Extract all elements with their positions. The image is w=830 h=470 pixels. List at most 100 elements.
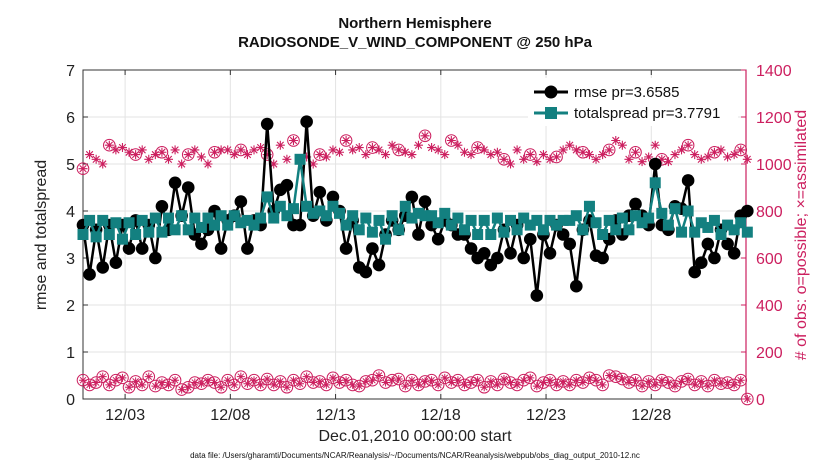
rmse-point — [234, 195, 248, 208]
rmse-point — [648, 157, 662, 171]
obs-possible-star — [118, 373, 127, 382]
obs-possible-ring — [721, 376, 734, 389]
x-tick-label: 12/18 — [421, 407, 461, 424]
obs-possible-star — [486, 377, 495, 386]
obs-possible-ring — [372, 369, 386, 382]
obs-possible-point — [149, 379, 162, 393]
obs-possible-point — [320, 378, 333, 392]
obs-possible-point — [195, 377, 208, 391]
obs-possible-ring — [451, 373, 465, 387]
obs-possible-star — [243, 379, 252, 388]
obs-assimilated-point — [690, 150, 700, 160]
spread-point — [169, 224, 181, 236]
data-file-footer: data file: /Users/gharamti/Documents/NCA… — [190, 451, 640, 460]
obs-possible-point — [142, 370, 156, 383]
obs-assimilated-point — [144, 154, 154, 164]
obs-possible-star — [743, 395, 752, 403]
y-tick-label: 1 — [66, 345, 75, 362]
obs-possible-ring — [412, 378, 425, 392]
spread-point — [695, 217, 707, 229]
obs-possible-ring — [688, 378, 701, 392]
obs-possible-point — [556, 375, 570, 388]
obs-possible-point — [517, 373, 530, 387]
obs-assimilated-point — [256, 143, 266, 153]
obs-possible-point — [635, 379, 649, 393]
obs-assimilated-point — [124, 147, 134, 157]
rmse-point — [596, 251, 609, 265]
spread-point — [353, 224, 365, 236]
obs-possible-point — [688, 378, 701, 392]
obs-possible-ring-upper — [681, 138, 695, 152]
obs-possible-star — [328, 373, 337, 382]
obs-possible-star — [559, 377, 568, 386]
rmse-point — [708, 251, 721, 265]
obs-assimilated-point — [644, 152, 654, 162]
obs-assimilated-point — [433, 145, 443, 155]
y-tick-label: 6 — [66, 110, 75, 127]
obs-assimilated-point — [249, 145, 259, 155]
obs-assimilated-point — [506, 159, 516, 169]
obs-possible-star — [342, 376, 351, 385]
obs-possible-star — [473, 376, 482, 385]
obs-possible-ring — [116, 371, 129, 385]
obs-assimilated-point — [341, 136, 351, 145]
spread-point — [616, 212, 628, 224]
obs-possible-star — [703, 382, 712, 391]
x-axis-label: Dec.01,2010 00:00:00 start — [318, 428, 512, 445]
obs-possible-ring — [530, 379, 544, 393]
spread-point — [458, 224, 470, 236]
spread-point — [399, 200, 411, 212]
obs-possible-star — [631, 376, 640, 385]
obs-possible-star — [447, 378, 456, 387]
spread-point — [189, 212, 201, 224]
obs-possible-star — [664, 378, 673, 387]
spread-point — [643, 212, 655, 224]
obs-possible-point — [583, 371, 596, 385]
y2-tick-label: 1400 — [756, 63, 792, 80]
obs-possible-ring-upper — [629, 145, 642, 159]
obs-assimilated-point — [716, 145, 726, 155]
spread-point — [708, 214, 720, 226]
obs-possible-ring — [497, 372, 511, 386]
spread-point — [518, 212, 530, 224]
obs-possible-ring — [655, 373, 669, 387]
rmse-point — [543, 247, 557, 260]
obs-assimilated-point — [709, 147, 719, 157]
obs-possible-point — [181, 380, 195, 394]
obs-possible-ring — [708, 373, 721, 387]
rmse-point — [260, 117, 274, 131]
obs-possible-point — [241, 377, 254, 391]
obs-possible-star — [651, 380, 660, 389]
obs-possible-star — [710, 376, 719, 385]
obs-possible-ring — [563, 378, 577, 392]
rmse-point — [280, 178, 294, 192]
obs-possible-ring-upper — [734, 143, 748, 157]
obs-assimilated-point — [269, 159, 279, 169]
obs-possible-point — [129, 375, 142, 388]
obs-possible-ring — [280, 380, 294, 394]
obs-assimilated-point — [117, 143, 127, 153]
rmse-point — [556, 228, 570, 241]
obs-assimilated-point — [427, 143, 437, 153]
obs-assimilated-point — [302, 152, 312, 162]
obs-possible-ring — [339, 373, 353, 387]
obs-assimilated-point — [262, 150, 272, 160]
spread-point — [662, 219, 674, 231]
obs-possible-star — [736, 376, 745, 385]
rmse-point — [629, 197, 642, 211]
obs-possible-ring — [195, 377, 208, 391]
obs-possible-ring — [168, 373, 182, 387]
obs-possible-ring — [583, 371, 596, 385]
spread-point — [412, 207, 424, 219]
obs-possible-star — [717, 379, 726, 388]
obs-possible-star — [144, 372, 153, 381]
obs-possible-ring-upper — [418, 129, 432, 143]
rmse-point — [168, 176, 182, 190]
spread-point — [715, 229, 727, 240]
spread-point — [241, 214, 253, 226]
obs-possible-star — [302, 372, 311, 381]
obs-assimilated-point — [131, 150, 141, 160]
obs-possible-point — [135, 378, 149, 392]
obs-assimilated-point — [157, 147, 167, 157]
obs-possible-ring-upper — [523, 148, 537, 161]
